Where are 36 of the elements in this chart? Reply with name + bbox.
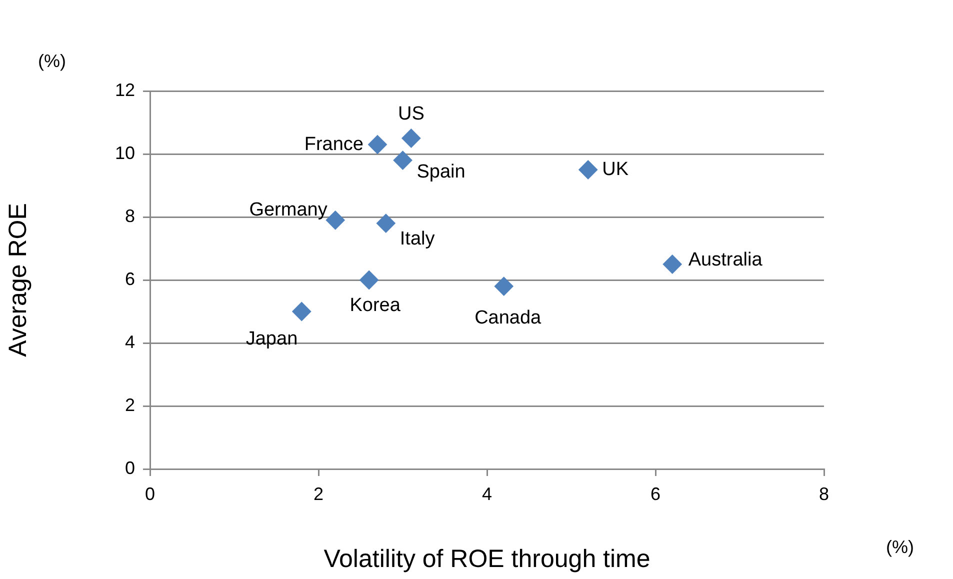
x-tick-label: 0: [144, 484, 156, 504]
annotation: Spain: [416, 162, 466, 183]
y-tick-label: 10: [114, 142, 135, 163]
point: [292, 302, 312, 321]
annotation: France: [304, 134, 364, 155]
x-tick-label: 4: [482, 484, 492, 504]
point: [494, 276, 514, 296]
annotation: Australia: [688, 249, 763, 270]
text: (%): [38, 50, 66, 71]
point: [360, 270, 379, 290]
x-axis-title: Volatility of ROE through time: [324, 544, 650, 573]
y-tick-label: 12: [114, 80, 135, 100]
annotation: UK: [602, 158, 629, 180]
point: [402, 128, 421, 148]
y-axis-title: Average ROE: [4, 203, 32, 357]
annotation: Germany: [249, 199, 328, 220]
point: [326, 210, 345, 230]
y-tick-label: 0: [124, 458, 135, 478]
annotation: Korea: [350, 295, 401, 316]
point: [662, 254, 682, 274]
y-tick-label: 8: [124, 206, 135, 226]
x-tick-label: 8: [818, 484, 830, 504]
annotation: US: [398, 103, 424, 124]
y-tick-label: 4: [124, 332, 135, 352]
x-tick-label: 6: [650, 484, 661, 504]
annotation: Italy: [400, 228, 436, 250]
point: [376, 214, 396, 233]
x-tick-label: 2: [313, 484, 324, 504]
y-tick-label: 6: [124, 268, 135, 289]
point: [578, 160, 598, 180]
annotation: Japan: [246, 328, 298, 350]
annotation: Canada: [474, 308, 542, 329]
text: (%): [886, 536, 914, 557]
y-tick-label: 2: [124, 394, 135, 415]
point: [393, 150, 412, 170]
point: [368, 135, 387, 154]
